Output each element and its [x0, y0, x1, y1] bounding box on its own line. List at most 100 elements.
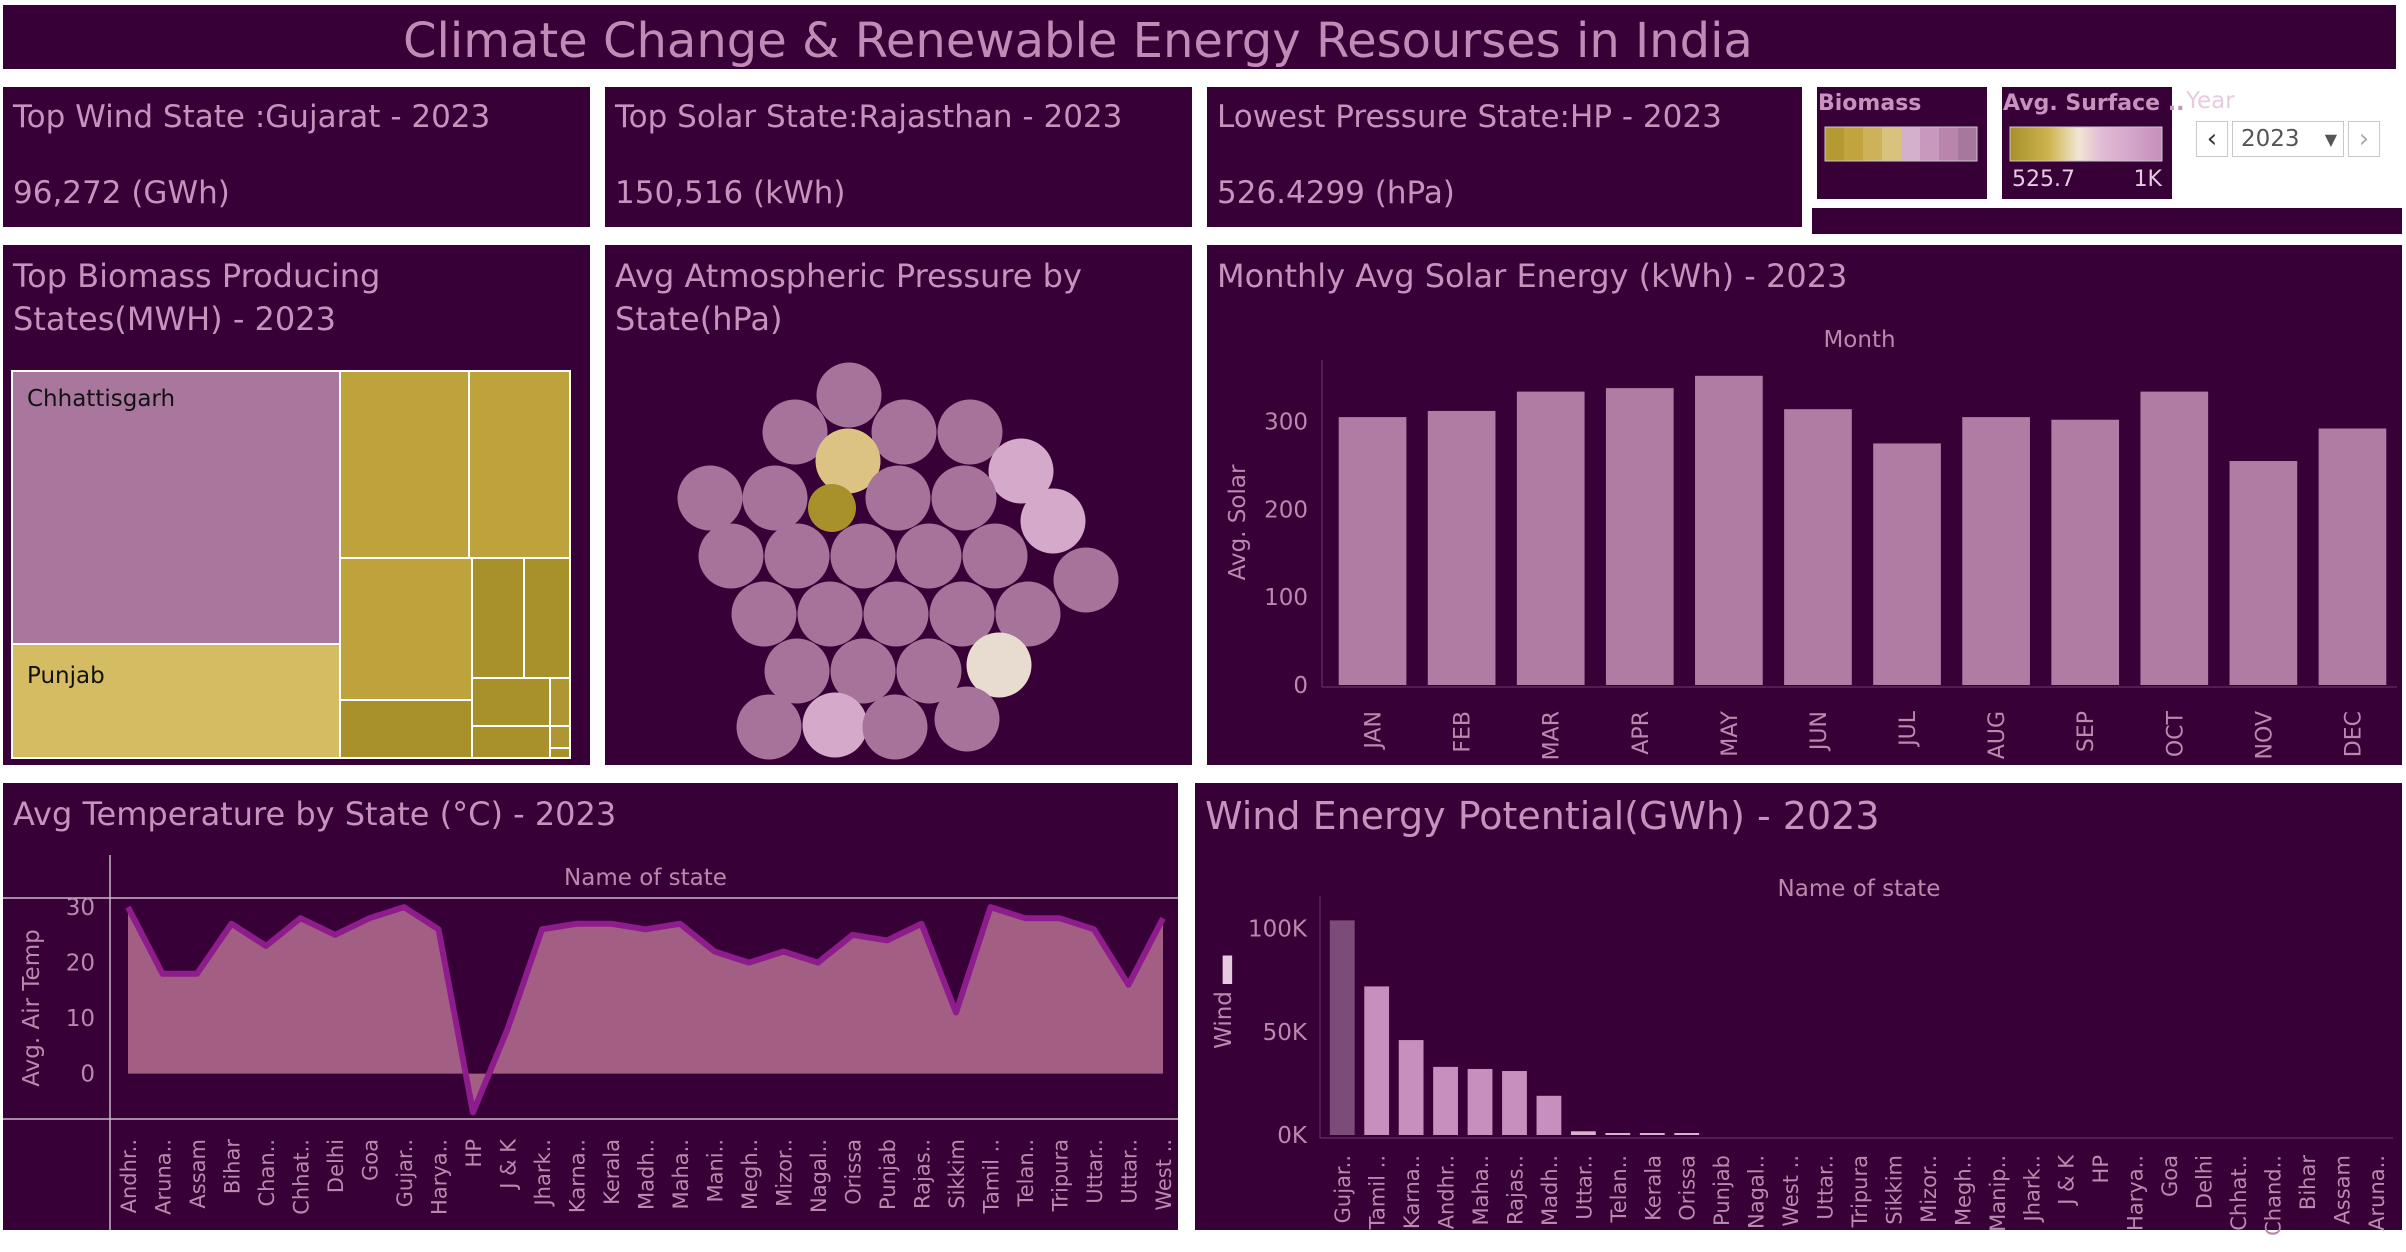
wind-ylabel: Wind [1211, 991, 1237, 1049]
wind-xtick: Mizor.. [1917, 1155, 1941, 1223]
temp-xtick: J & K [497, 1138, 521, 1191]
solar-xlabel: Month [1823, 327, 1895, 353]
year-select-value: 2023 [2241, 126, 2300, 152]
solar-ytick: 300 [1264, 409, 1308, 435]
wind-xtick: Tripura [1848, 1155, 1872, 1228]
temp-xtick: Sikkim [945, 1139, 969, 1209]
solar-bar [1516, 391, 1585, 685]
pressure-bubble [871, 399, 937, 465]
solar-bar [1695, 375, 1763, 685]
wind-xtick: Nagal.. [1745, 1155, 1769, 1229]
wind-xtick: Andhr.. [1435, 1155, 1459, 1229]
wind-bar [1398, 1040, 1424, 1135]
solar-bar [2318, 428, 2387, 685]
solar-xtick: MAY [1718, 710, 1743, 756]
solar-xtick: JUN [1807, 711, 1832, 752]
pressure-bubble [934, 686, 1000, 752]
wind-bar [1639, 1133, 1665, 1135]
pressure-bubble [896, 638, 962, 704]
wind-xtick: West .. [1779, 1155, 1803, 1227]
caret-down-icon: ▼ [2324, 129, 2337, 149]
solar-bar [1338, 417, 1407, 685]
temp-xtick: Goa [359, 1139, 383, 1181]
wind-bar [1536, 1095, 1562, 1135]
solar-panel-title: Monthly Avg Solar Energy (kWh) - 2023 [1217, 257, 1848, 295]
biomass-legend-title: Biomass [1818, 91, 1922, 116]
temp-xtick: Madh.. [635, 1139, 659, 1210]
temp-ytick: 0 [80, 1062, 95, 1088]
treemap-cell-chhattisgarh [11, 370, 341, 645]
pressure-bubble-chart [677, 362, 1119, 760]
solar-xtick: JAN [1362, 711, 1387, 751]
solar-xtick: FEB [1451, 711, 1476, 753]
pressure-bubble [736, 694, 802, 760]
wind-xtick: J & K [2055, 1154, 2079, 1207]
biomass-legend: Biomass [1817, 87, 1987, 199]
chevron-right-icon[interactable]: › [2348, 121, 2380, 157]
pressure-bubble [677, 465, 743, 531]
wind-xtick: Punjab [1710, 1155, 1734, 1226]
pressure-bubble [988, 438, 1054, 504]
wind-ytick: 0K [1277, 1123, 1308, 1149]
chevron-left-icon[interactable]: ‹ [2196, 121, 2228, 157]
solar-xtick: APR [1629, 711, 1654, 755]
pressure-bubble [764, 638, 830, 704]
solar-bar-chart: Month Avg. Solar 0 100 200 300 JAN FEB MAR APR MAY… [1225, 327, 2397, 760]
temp-xtick: Jhark.. [531, 1139, 555, 1208]
surface-legend-max: 1K [2133, 167, 2162, 192]
pressure-panel: Avg Atmospheric Pressure by State(hPa) [605, 245, 1192, 765]
temp-xtick: Harya.. [428, 1139, 452, 1215]
wind-xtick: Uttar.. [1572, 1155, 1596, 1220]
temp-xtick: Orissa [842, 1139, 866, 1205]
biomass-treemap: Chhattisgarh Punjab [11, 370, 571, 759]
treemap-cell [339, 699, 473, 759]
pressure-bubble [816, 362, 882, 428]
wind-xtick: Telan.. [1607, 1155, 1631, 1224]
pressure-bubble [815, 428, 881, 494]
pressure-bubble [764, 523, 830, 589]
treemap-cell [549, 677, 571, 727]
temp-xtick: Assam [186, 1139, 210, 1209]
solar-ylabel: Avg. Solar [1225, 464, 1251, 580]
treemap-cell [523, 557, 571, 679]
biomass-panel-title: Top Biomass Producing States(MWH) - 2023 [13, 257, 381, 338]
surface-legend-min: 525.7 [2012, 167, 2075, 192]
kpi-pressure-title: Lowest Pressure State:HP - 2023 [1217, 99, 1722, 135]
wind-xtick: Manip.. [1986, 1155, 2010, 1232]
wind-bar [1329, 920, 1355, 1135]
pressure-bubble [1053, 547, 1119, 613]
surface-legend-ramp [2009, 126, 2163, 162]
treemap-cell [339, 557, 473, 701]
pressure-bubble [862, 694, 928, 760]
wind-panel-title: Wind Energy Potential(GWh) - 2023 [1205, 794, 1880, 838]
wind-xtick: Bihar [2296, 1155, 2320, 1210]
wind-xtick: Madh.. [1538, 1155, 1562, 1226]
temp-xtick: Gujar.. [393, 1139, 417, 1207]
treemap-label-chhattisgarh: Chhattisgarh [27, 386, 175, 412]
solar-ytick: 0 [1293, 673, 1308, 699]
wind-bar [1674, 1133, 1700, 1135]
dashboard-title: Climate Change & Renewable Energy Resour… [403, 13, 1753, 69]
wind-xtick: Sikkim [1882, 1155, 1906, 1225]
pressure-bubble [808, 484, 856, 532]
treemap-cell [471, 725, 551, 759]
wind-bar [1502, 1071, 1527, 1135]
wind-xtick: Chand.. [2261, 1155, 2285, 1236]
solar-bar [1962, 417, 2030, 685]
wind-bar [1433, 1066, 1458, 1135]
wind-xtick: Goa [2158, 1155, 2182, 1197]
temp-xtick: Uttar.. [1118, 1139, 1142, 1204]
kpi-solar-card: Top Solar State:Rajasthan - 2023 150,516… [605, 87, 1192, 227]
solar-ytick: 100 [1264, 585, 1308, 611]
temp-ytick: 20 [66, 951, 95, 977]
treemap-label-punjab: Punjab [27, 663, 105, 689]
year-select[interactable]: 2023 ▼ [2232, 121, 2344, 157]
temp-xtick: West .. [1152, 1139, 1176, 1211]
temp-xtick: Punjab [876, 1139, 900, 1210]
treemap-cell [549, 747, 571, 759]
temp-area [128, 907, 1163, 1113]
solar-panel: Monthly Avg Solar Energy (kWh) - 2023 Mo… [1207, 245, 2402, 765]
pressure-bubble [995, 581, 1061, 647]
temp-xtick: Telan.. [1014, 1139, 1038, 1208]
wind-xtick: Maha.. [1469, 1155, 1493, 1226]
